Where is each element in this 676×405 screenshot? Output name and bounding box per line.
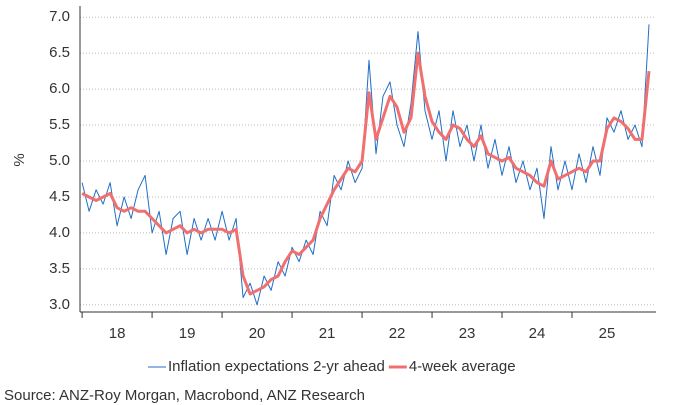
x-tick-label: 21 xyxy=(319,325,336,342)
y-axis-label: % xyxy=(11,153,28,166)
legend-label: Inflation expectations 2-yr ahead xyxy=(168,358,385,375)
y-tick-label: 6.0 xyxy=(49,80,70,97)
x-tick-label: 22 xyxy=(389,325,406,342)
x-tick-label: 24 xyxy=(529,325,546,342)
x-tick-label: 25 xyxy=(599,325,616,342)
y-tick-label: 7.0 xyxy=(49,8,70,25)
legend-label: 4-week average xyxy=(409,358,516,375)
series-line xyxy=(81,51,651,296)
x-tick-label: 23 xyxy=(459,325,476,342)
y-tick-label: 4.0 xyxy=(49,224,70,241)
x-tick-label: 20 xyxy=(249,325,266,342)
source-note: Source: ANZ-Roy Morgan, Macrobond, ANZ R… xyxy=(4,387,365,404)
y-tick-label: 3.0 xyxy=(49,296,70,313)
x-tick-label: 18 xyxy=(109,325,126,342)
y-tick-label: 5.0 xyxy=(49,152,70,169)
series-line xyxy=(81,24,650,306)
y-tick-label: 4.5 xyxy=(49,188,70,205)
y-tick-label: 3.5 xyxy=(49,260,70,277)
y-tick-label: 5.5 xyxy=(49,116,70,133)
x-tick-label: 19 xyxy=(179,325,196,342)
y-tick-label: 6.5 xyxy=(49,44,70,61)
